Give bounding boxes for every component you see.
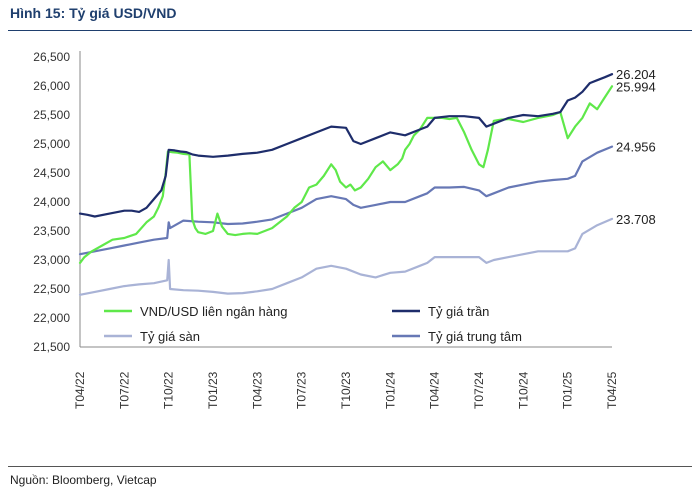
legend-label: Tỷ giá trần [428,304,489,319]
legend-label: Tỷ giá trung tâm [428,329,522,344]
y-tick-label: 21,500 [33,340,70,354]
x-tick-label: T01/23 [206,371,220,409]
usd-vnd-line-chart: 21,500 22,000 22,500 23,000 23,500 24,000 24,5… [33,50,656,409]
series-line [78,145,614,256]
y-tick-label: 24,500 [33,166,70,180]
end-value-label: 25.994 [616,79,656,94]
y-tick-label: 22,500 [33,282,70,296]
y-tick-label: 23,500 [33,224,70,238]
x-tick-label: T04/24 [428,371,442,409]
end-value-label: 26.204 [616,67,656,82]
end-value-label: 23.708 [616,212,656,227]
y-tick-label: 23,000 [33,253,70,267]
x-tick-label: T04/23 [250,371,264,409]
x-axis: T04/22 T07/22 T10/22 T01/23 T04/23 T07/23 T10/… [73,346,619,409]
x-tick-label: T04/25 [605,371,619,409]
x-tick-label: T01/24 [383,371,397,409]
legend-label: VND/USD liên ngân hàng [140,304,287,319]
series-lines [78,73,614,296]
x-tick-label: T04/22 [73,371,87,409]
x-tick-label: T01/25 [561,371,575,409]
source-note: Nguồn: Bloomberg, Vietcap [10,473,157,487]
x-tick-label: T10/24 [516,371,530,409]
x-tick-label: T07/23 [295,371,309,409]
y-tick-label: 25,500 [33,108,70,122]
x-tick-label: T07/22 [117,371,131,409]
source-rule [8,466,692,467]
series-line [78,85,614,264]
y-axis: 21,500 22,000 22,500 23,000 23,500 24,000 24,5… [33,50,81,354]
y-tick-label: 26,500 [33,50,70,64]
x-tick-label: T07/24 [472,371,486,409]
y-tick-label: 24,000 [33,195,70,209]
figure-title: Hình 15: Tỷ giá USD/VND [10,5,177,21]
y-tick-label: 25,000 [33,137,70,151]
series-line [78,73,614,218]
x-tick-label: T10/22 [162,371,176,409]
title-rule [8,30,692,31]
y-tick-label: 26,000 [33,79,70,93]
y-tick-label: 22,000 [33,311,70,325]
end-value-label: 24.956 [616,140,656,155]
series-line [78,217,614,296]
x-tick-label: T10/23 [339,371,353,409]
legend: VND/USD liên ngân hàng Tỷ giá trần Tỷ giá … [104,304,522,344]
legend-label: Tỷ giá sàn [140,329,200,344]
